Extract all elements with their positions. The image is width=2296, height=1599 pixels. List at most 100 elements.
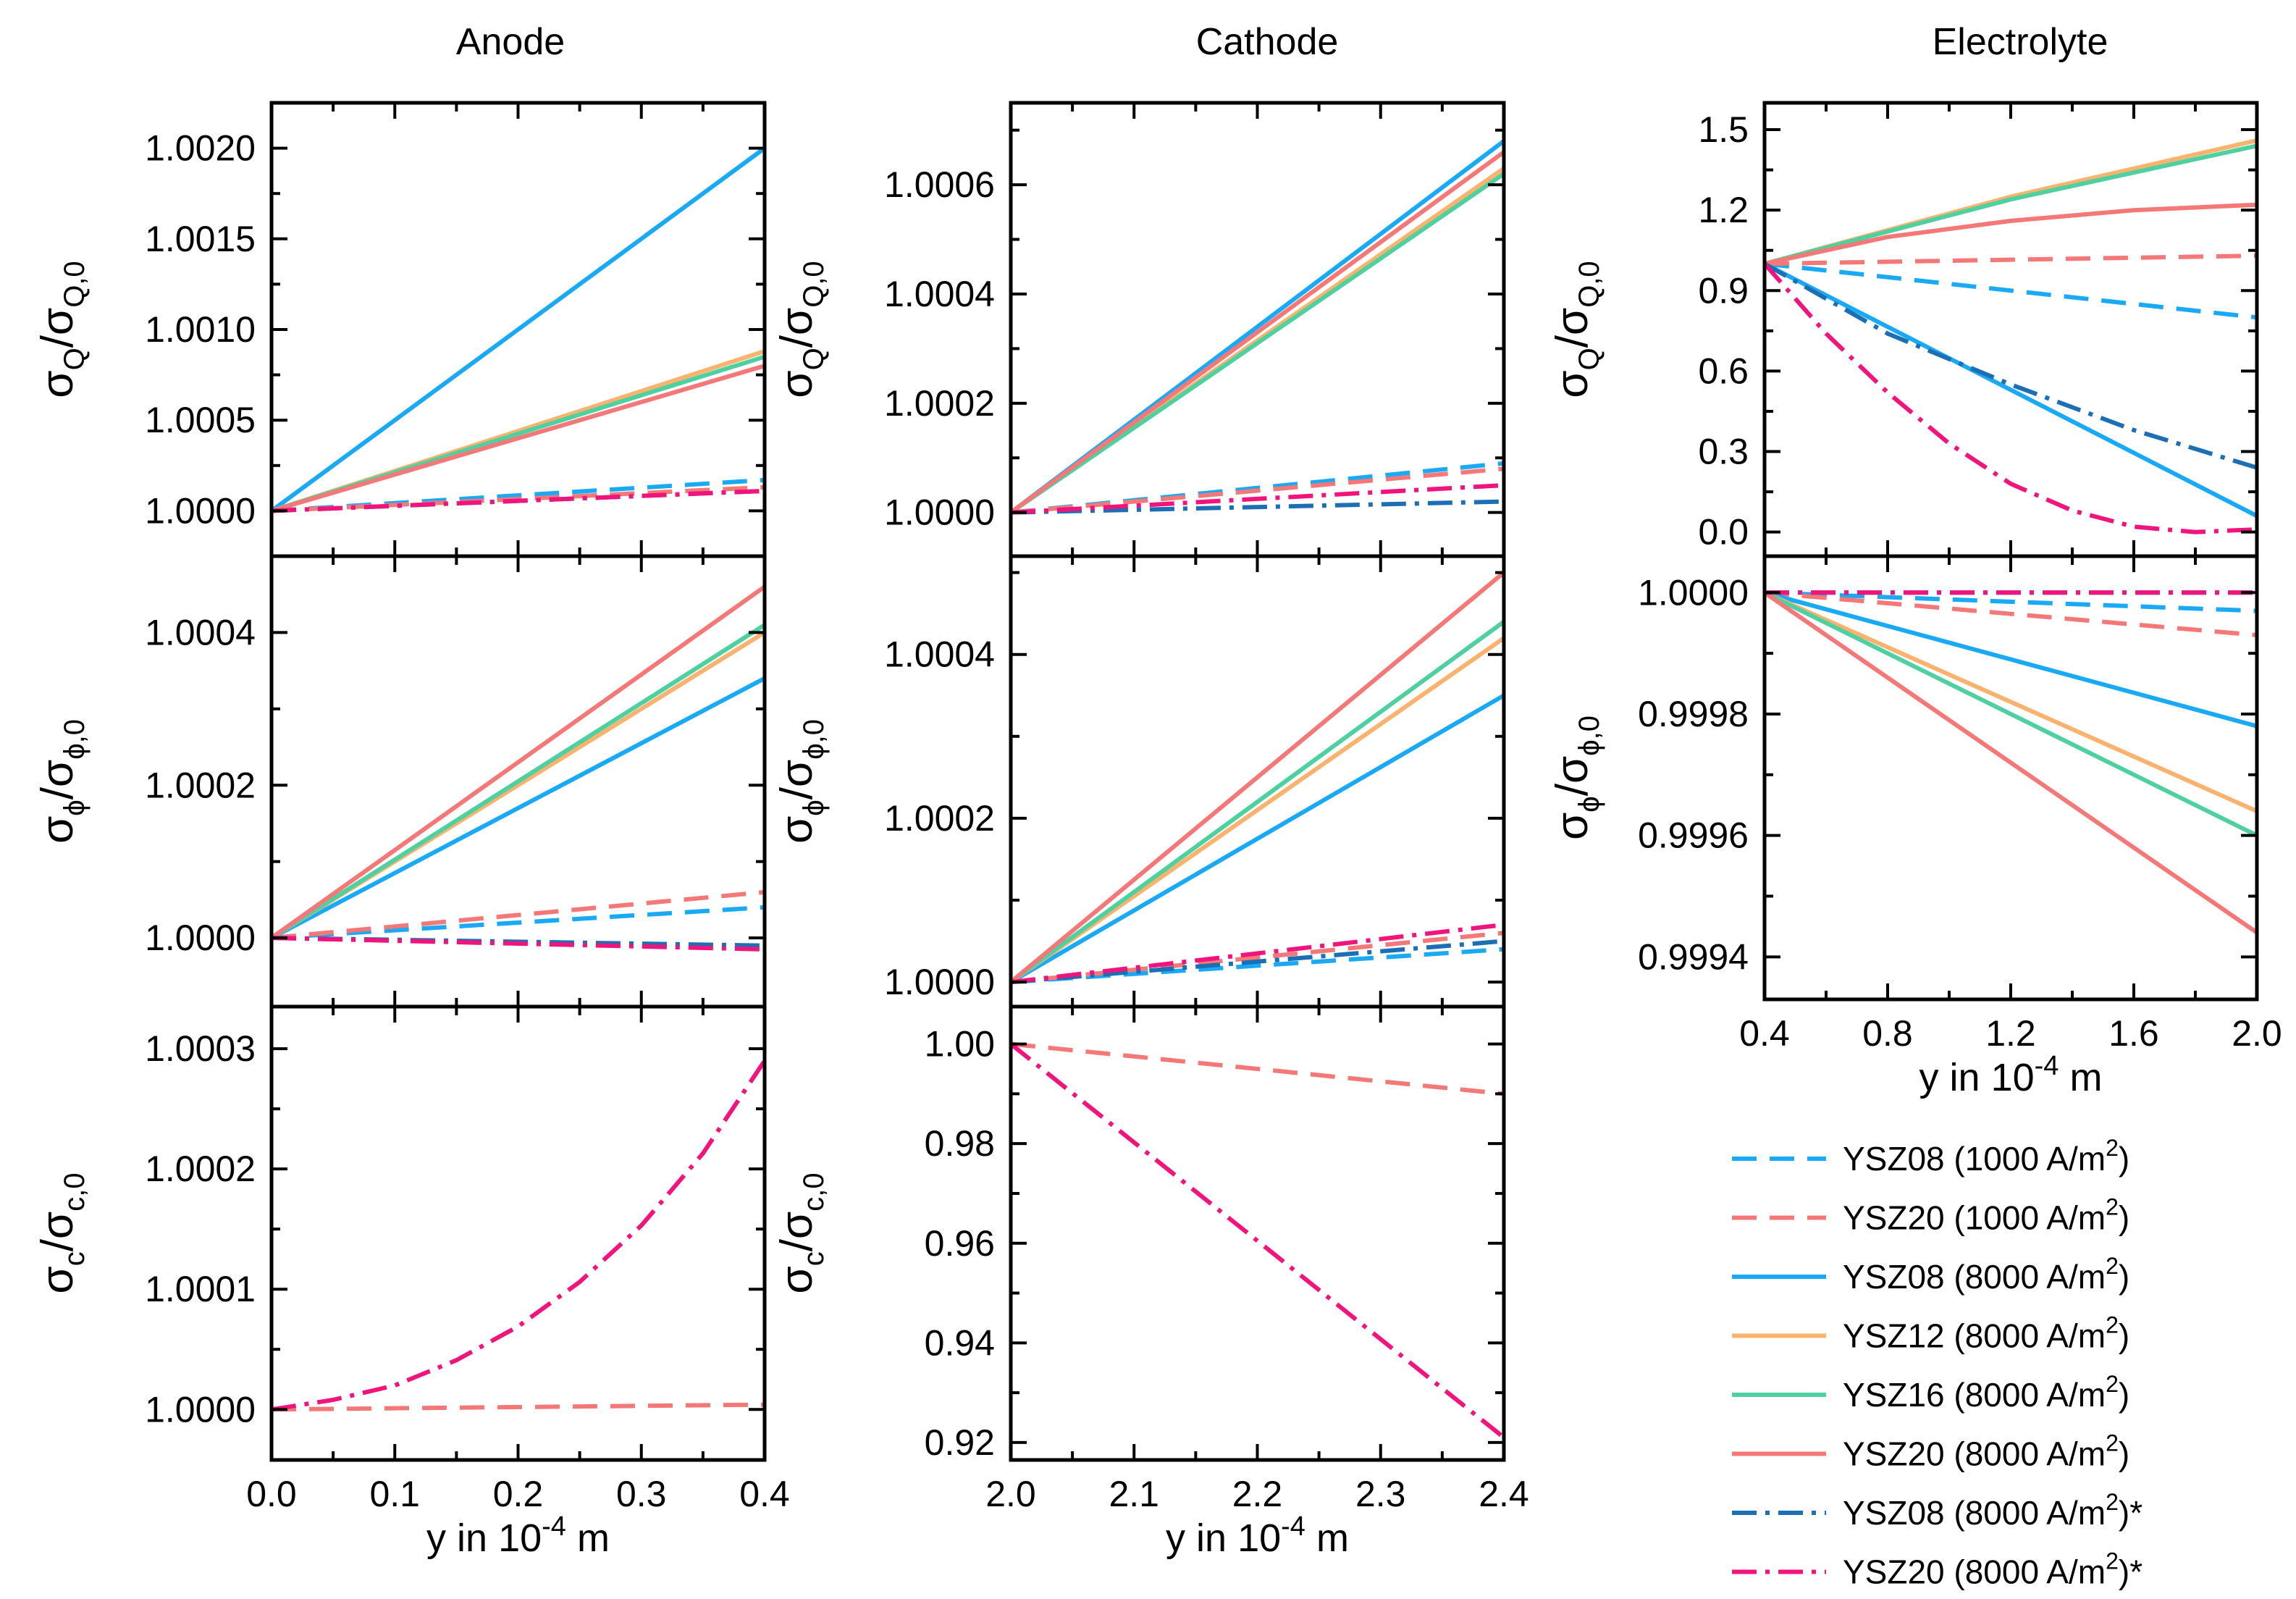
panel-title-cathode: Cathode <box>1196 21 1339 63</box>
series-line-ysz20_8000s <box>1011 1042 1504 1440</box>
panel-frame <box>1009 1004 1506 1462</box>
panel-title-electrolyte: Electrolyte <box>1933 21 2108 63</box>
y-tick-label: 0.92 <box>925 1422 995 1463</box>
series-line-ysz20_8000s <box>272 488 765 513</box>
y-tick-label: 1.0020 <box>145 128 256 169</box>
legend-label: YSZ08 (8000 A/m2) <box>1843 1253 2129 1296</box>
x-tick-label: 2.1 <box>1109 1474 1159 1514</box>
legend: YSZ08 (1000 A/m2) YSZ20 (1000 A/m2) YSZ08 … <box>1732 1135 2142 1591</box>
x-axis-label: y in 10-4 m <box>1919 1051 2103 1099</box>
y-tick-label: 0.9994 <box>1638 936 1749 977</box>
y-tick-label: 1.0002 <box>145 1149 256 1189</box>
series-line-ysz16_8000 <box>272 623 765 940</box>
series-group <box>272 1059 765 1412</box>
panel-cathode_Q: Cathode 1.0000 1.0002 1.0004 1.0006 σQ/σQ,0 <box>772 21 1506 558</box>
y-tick-label: 1.0000 <box>145 490 256 531</box>
panel-cathode_phi: 1.0000 1.0002 1.0004 σϕ/σϕ,0 <box>772 554 1506 1009</box>
x-tick-label: 0.2 <box>493 1474 544 1514</box>
legend-entry-ysz08_8000: YSZ08 (8000 A/m2) <box>1732 1253 2129 1296</box>
x-tick-label: 2.0 <box>985 1474 1036 1514</box>
series-line-ysz20_8000s <box>1011 483 1504 515</box>
series-line-ysz16_8000 <box>1011 620 1504 984</box>
series-line-ysz08_8000 <box>272 676 765 940</box>
y-tick-label: 0.96 <box>925 1223 995 1264</box>
series-line-ysz08_1000 <box>1765 590 2257 613</box>
series-line-ysz20_8000 <box>272 364 765 513</box>
y-tick-label: 0.9998 <box>1638 694 1749 734</box>
legend-label: YSZ12 (8000 A/m2) <box>1843 1312 2129 1355</box>
legend-entry-ysz20_8000: YSZ20 (8000 A/m2) <box>1732 1430 2129 1473</box>
y-tick-label: 1.0005 <box>145 400 256 440</box>
y-tick-label: 0.0 <box>1698 512 1749 553</box>
legend-entry-ysz08_1000: YSZ08 (1000 A/m2) <box>1732 1135 2129 1178</box>
x-tick-label: 2.0 <box>2232 1013 2282 1054</box>
series-line-ysz08_1000 <box>1765 261 2257 320</box>
series-line-ysz20_8000s <box>1011 922 1504 985</box>
y-tick-label: 1.0006 <box>884 164 995 205</box>
y-tick-label: 1.2 <box>1698 190 1749 230</box>
x-tick-label: 2.3 <box>1355 1474 1406 1514</box>
x-tick-label: 1.2 <box>1985 1013 2036 1054</box>
series-line-ysz20_1000 <box>1765 590 2257 637</box>
x-tick-label: 1.6 <box>2108 1013 2159 1054</box>
x-tick-label: 2.2 <box>1232 1474 1283 1514</box>
y-tick-label: 1.0000 <box>145 1389 256 1430</box>
x-tick-label: 0.3 <box>616 1474 667 1514</box>
panel-frame <box>269 1004 767 1462</box>
legend-label: YSZ20 (8000 A/m2) <box>1843 1430 2129 1473</box>
panel-electrolyte_phi: 0.9994 0.9996 0.9998 1.0000 0.4 0.8 1.2 1.6 2.0 y… <box>1547 554 2282 1099</box>
panel-anode_c: 1.0000 1.0001 1.0002 1.0003 0.0 0.1 0.2 0.3 0.4 y… <box>33 1004 790 1560</box>
series-line-ysz16_8000 <box>1011 172 1504 515</box>
panel-cathode_c: 0.92 0.94 0.96 0.98 1.00 2.0 2.1 2.2 2.3 2.4 y in … <box>772 1004 1529 1560</box>
y-tick-label: 0.98 <box>925 1123 995 1164</box>
series-line-ysz20_8000 <box>1765 202 2257 266</box>
y-tick-label: 1.0000 <box>145 918 256 958</box>
y-tick-label: 1.0004 <box>884 274 995 314</box>
series-group <box>272 584 765 952</box>
y-tick-label: 1.0002 <box>145 765 256 805</box>
series-line-ysz16_8000 <box>1765 590 2257 838</box>
y-tick-label: 1.0002 <box>884 383 995 424</box>
series-line-ysz20_1000 <box>272 1402 765 1412</box>
y-axis-label: σc/σc,0 <box>772 1172 830 1293</box>
x-tick-label: 0.0 <box>246 1474 297 1514</box>
series-line-ysz08_8000 <box>1011 693 1504 984</box>
x-tick-label: 0.1 <box>369 1474 420 1514</box>
series-line-ysz08_8000 <box>272 146 765 513</box>
series-line-ysz20_1000 <box>272 889 765 941</box>
y-tick-label: 0.9996 <box>1638 815 1749 856</box>
x-tick-label: 0.4 <box>739 1474 790 1514</box>
series-line-ysz08_1000 <box>272 905 765 941</box>
y-axis-label: σQ/σQ,0 <box>33 261 91 398</box>
panel-electrolyte_Q: Electrolyte 0.0 0.3 0.6 0.9 1.2 1.5 σQ/σQ,0 <box>1547 21 2259 558</box>
series-group <box>1011 1041 1504 1440</box>
series-line-ysz08_8000s <box>1011 939 1504 985</box>
legend-label: YSZ20 (8000 A/m2)* <box>1843 1548 2142 1591</box>
y-tick-label: 0.9 <box>1698 270 1749 311</box>
y-tick-label: 1.0000 <box>884 962 995 1002</box>
legend-label: YSZ08 (1000 A/m2) <box>1843 1135 2129 1178</box>
y-tick-label: 1.0000 <box>884 492 995 533</box>
y-tick-label: 1.0010 <box>145 309 256 350</box>
panel-anode_Q: Anode 1.0000 1.0005 1.0010 1.0015 1.0020 σQ/σQ… <box>33 21 767 558</box>
chart-panels: Anode 1.0000 1.0005 1.0010 1.0015 1.0020 σQ/σQ… <box>33 21 2282 1560</box>
y-axis-label: σϕ/σϕ,0 <box>1547 715 1605 840</box>
y-tick-label: 0.94 <box>925 1322 995 1363</box>
series-group <box>1765 590 2257 935</box>
legend-label: YSZ20 (1000 A/m2) <box>1843 1194 2129 1237</box>
series-line-ysz08_8000 <box>1765 590 2257 729</box>
series-line-ysz20_1000 <box>1011 1041 1504 1096</box>
panel-anode_phi: 1.0000 1.0002 1.0004 σϕ/σϕ,0 <box>33 554 767 1009</box>
panel-title-anode: Anode <box>456 21 565 63</box>
series-line-ysz08_8000s <box>1765 261 2257 470</box>
y-tick-label: 1.0004 <box>145 612 256 652</box>
series-group <box>272 146 765 513</box>
y-tick-label: 1.0015 <box>145 219 256 259</box>
series-group <box>1011 139 1504 515</box>
series-group <box>1765 138 2257 534</box>
x-tick-label: 0.4 <box>1739 1013 1790 1054</box>
y-tick-label: 1.0003 <box>145 1028 256 1069</box>
y-tick-label: 1.0004 <box>884 634 995 675</box>
y-axis-label: σQ/σQ,0 <box>772 261 830 398</box>
series-line-ysz20_1000 <box>1765 253 2257 266</box>
